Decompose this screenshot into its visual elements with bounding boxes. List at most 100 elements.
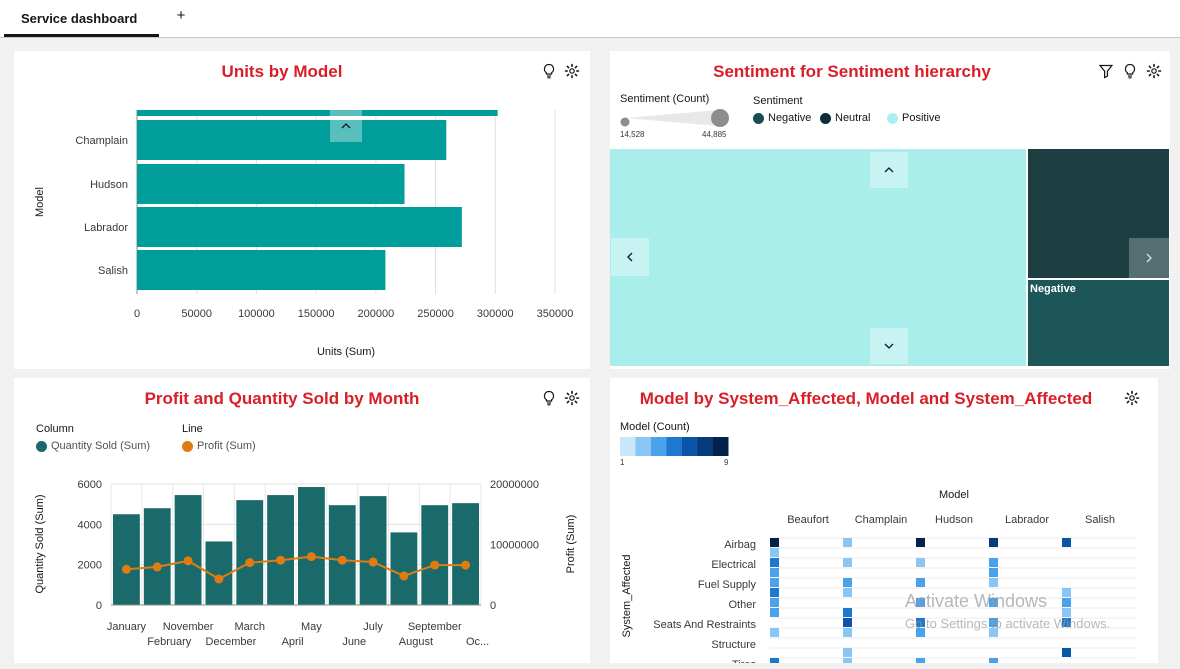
chevron-up-icon: [884, 167, 894, 173]
scroll-down-button[interactable]: [870, 328, 908, 364]
color-scale-step: [635, 437, 651, 456]
units-bar-chart: 0 50000 100000 150000 200000 250000 300000 3500…: [34, 110, 573, 358]
y-tick-label: 2000: [78, 560, 102, 572]
row-label: Seats And Restraints: [653, 619, 756, 631]
heatmap-cell: [989, 538, 998, 547]
y-tick-label: 4000: [78, 519, 102, 531]
heatmap-cell: [770, 548, 779, 557]
heatmap-cell: [770, 538, 779, 547]
x-tick-label: December: [206, 636, 257, 648]
y-axis-title: Model: [34, 187, 46, 217]
column-label: Hudson: [935, 514, 973, 526]
bar-quantity: [113, 514, 140, 605]
tab-service-dashboard[interactable]: Service dashboard: [4, 0, 159, 37]
heatmap-cell: [916, 628, 925, 637]
profit-point: [245, 558, 255, 568]
settings-icon[interactable]: [564, 390, 580, 406]
legend-label: Positive: [902, 112, 941, 124]
settings-icon[interactable]: [1124, 390, 1140, 406]
bar-quantity: [174, 495, 202, 605]
x-tick-label: May: [301, 621, 322, 633]
x-tick-label: 50000: [181, 308, 212, 320]
size-legend-max: 44,885: [702, 130, 727, 139]
scroll-up-button[interactable]: [870, 152, 908, 188]
color-scale-step: [697, 437, 713, 456]
legend-swatch: [753, 113, 764, 124]
heatmap-cell: [843, 558, 852, 567]
heatmap-cell: [843, 588, 852, 597]
heatmap-cell: [1062, 618, 1071, 627]
x-tick-label: August: [399, 636, 433, 648]
scroll-right-button[interactable]: [1129, 238, 1169, 278]
treemap-positive-tile[interactable]: [610, 149, 1026, 366]
x-axis-title: Model: [939, 489, 969, 501]
heatmap-cell: [1062, 588, 1071, 597]
treemap-negative-label: Negative: [1030, 283, 1076, 295]
bar-quantity: [298, 487, 325, 605]
heatmap-cell: [770, 598, 779, 607]
heatmap-cell: [843, 618, 852, 627]
bar-champlain: [137, 120, 447, 160]
heatmap-cell: [770, 658, 779, 663]
x-tick-label: March: [234, 621, 265, 633]
x-tick-label: February: [147, 636, 192, 648]
sentiment-panel: Sentiment for Sentiment hierarchy Sentim…: [610, 51, 1170, 369]
profit-line: [126, 555, 466, 581]
y-tick-label: 6000: [78, 479, 102, 491]
bar-hudson: [137, 164, 405, 204]
units-by-model-panel: Units by Model 0 50000 100000 150000 200000 2…: [14, 51, 590, 369]
x-tick-label: 250000: [417, 308, 454, 320]
bar-quantity: [267, 495, 294, 605]
profit-point: [337, 555, 347, 565]
chevron-up-icon: [341, 123, 351, 129]
row-label: Other: [728, 599, 756, 611]
scroll-up-button[interactable]: [330, 110, 362, 142]
legend-swatch: [820, 113, 831, 124]
legend-swatch: [36, 441, 47, 452]
heatmap-cell: [1062, 598, 1071, 607]
x-tick-label: 150000: [298, 308, 335, 320]
heatmap-cell: [770, 558, 779, 567]
y2-axis-title: Profit (Sum): [565, 515, 577, 574]
bar-quantity: [421, 505, 449, 605]
heatmap-cell: [770, 588, 779, 597]
color-scale-step: [651, 437, 667, 456]
chevron-right-icon: [1146, 253, 1152, 263]
heatmap-cell: [843, 578, 852, 587]
heatmap-cell: [989, 628, 998, 637]
profit-quantity-panel: Profit and Quantity Sold by Month Column…: [14, 378, 590, 663]
x-tick-label: Oc...: [466, 636, 489, 648]
tab-bar: Service dashboard +: [0, 0, 1180, 38]
profit-point: [306, 552, 316, 562]
row-label: Electrical: [711, 559, 756, 571]
settings-icon[interactable]: [1146, 63, 1162, 79]
row-label: Tires: [732, 659, 757, 663]
heatmap-cell: [770, 568, 779, 577]
treemap-upper-tile[interactable]: [1028, 149, 1169, 278]
scroll-left-button[interactable]: [611, 238, 649, 276]
profit-point: [152, 562, 162, 572]
lightbulb-icon[interactable]: [541, 63, 557, 79]
heatmap-cell: [916, 618, 925, 627]
panel-title: Profit and Quantity Sold by Month: [144, 389, 420, 408]
filter-icon[interactable]: [1098, 63, 1114, 79]
x-tick-label: July: [363, 621, 383, 633]
lightbulb-icon[interactable]: [1122, 63, 1138, 79]
legend-label: Profit (Sum): [197, 440, 256, 452]
lightbulb-icon[interactable]: [541, 390, 557, 406]
settings-icon[interactable]: [564, 63, 580, 79]
add-tab-button[interactable]: +: [176, 7, 186, 24]
size-legend-graphic: [620, 109, 729, 127]
bar-quantity: [143, 508, 171, 605]
profit-point: [214, 574, 224, 584]
heatmap-cell: [770, 578, 779, 587]
profit-quantity-chart: 0 2000 4000 6000 0 10000000 20000000 JanuaryFeb…: [34, 479, 577, 648]
x-tick-label: 200000: [357, 308, 394, 320]
heatmap-cell: [843, 648, 852, 657]
heatmap-cell: [916, 538, 925, 547]
legend-column-title: Column: [36, 423, 74, 435]
panel-title: Sentiment for Sentiment hierarchy: [713, 62, 991, 81]
heatmap-cell: [1062, 608, 1071, 617]
treemap-negative-tile[interactable]: Negative: [1028, 280, 1169, 366]
heatmap-panel: Model by System_Affected, Model and Syst…: [610, 378, 1158, 663]
